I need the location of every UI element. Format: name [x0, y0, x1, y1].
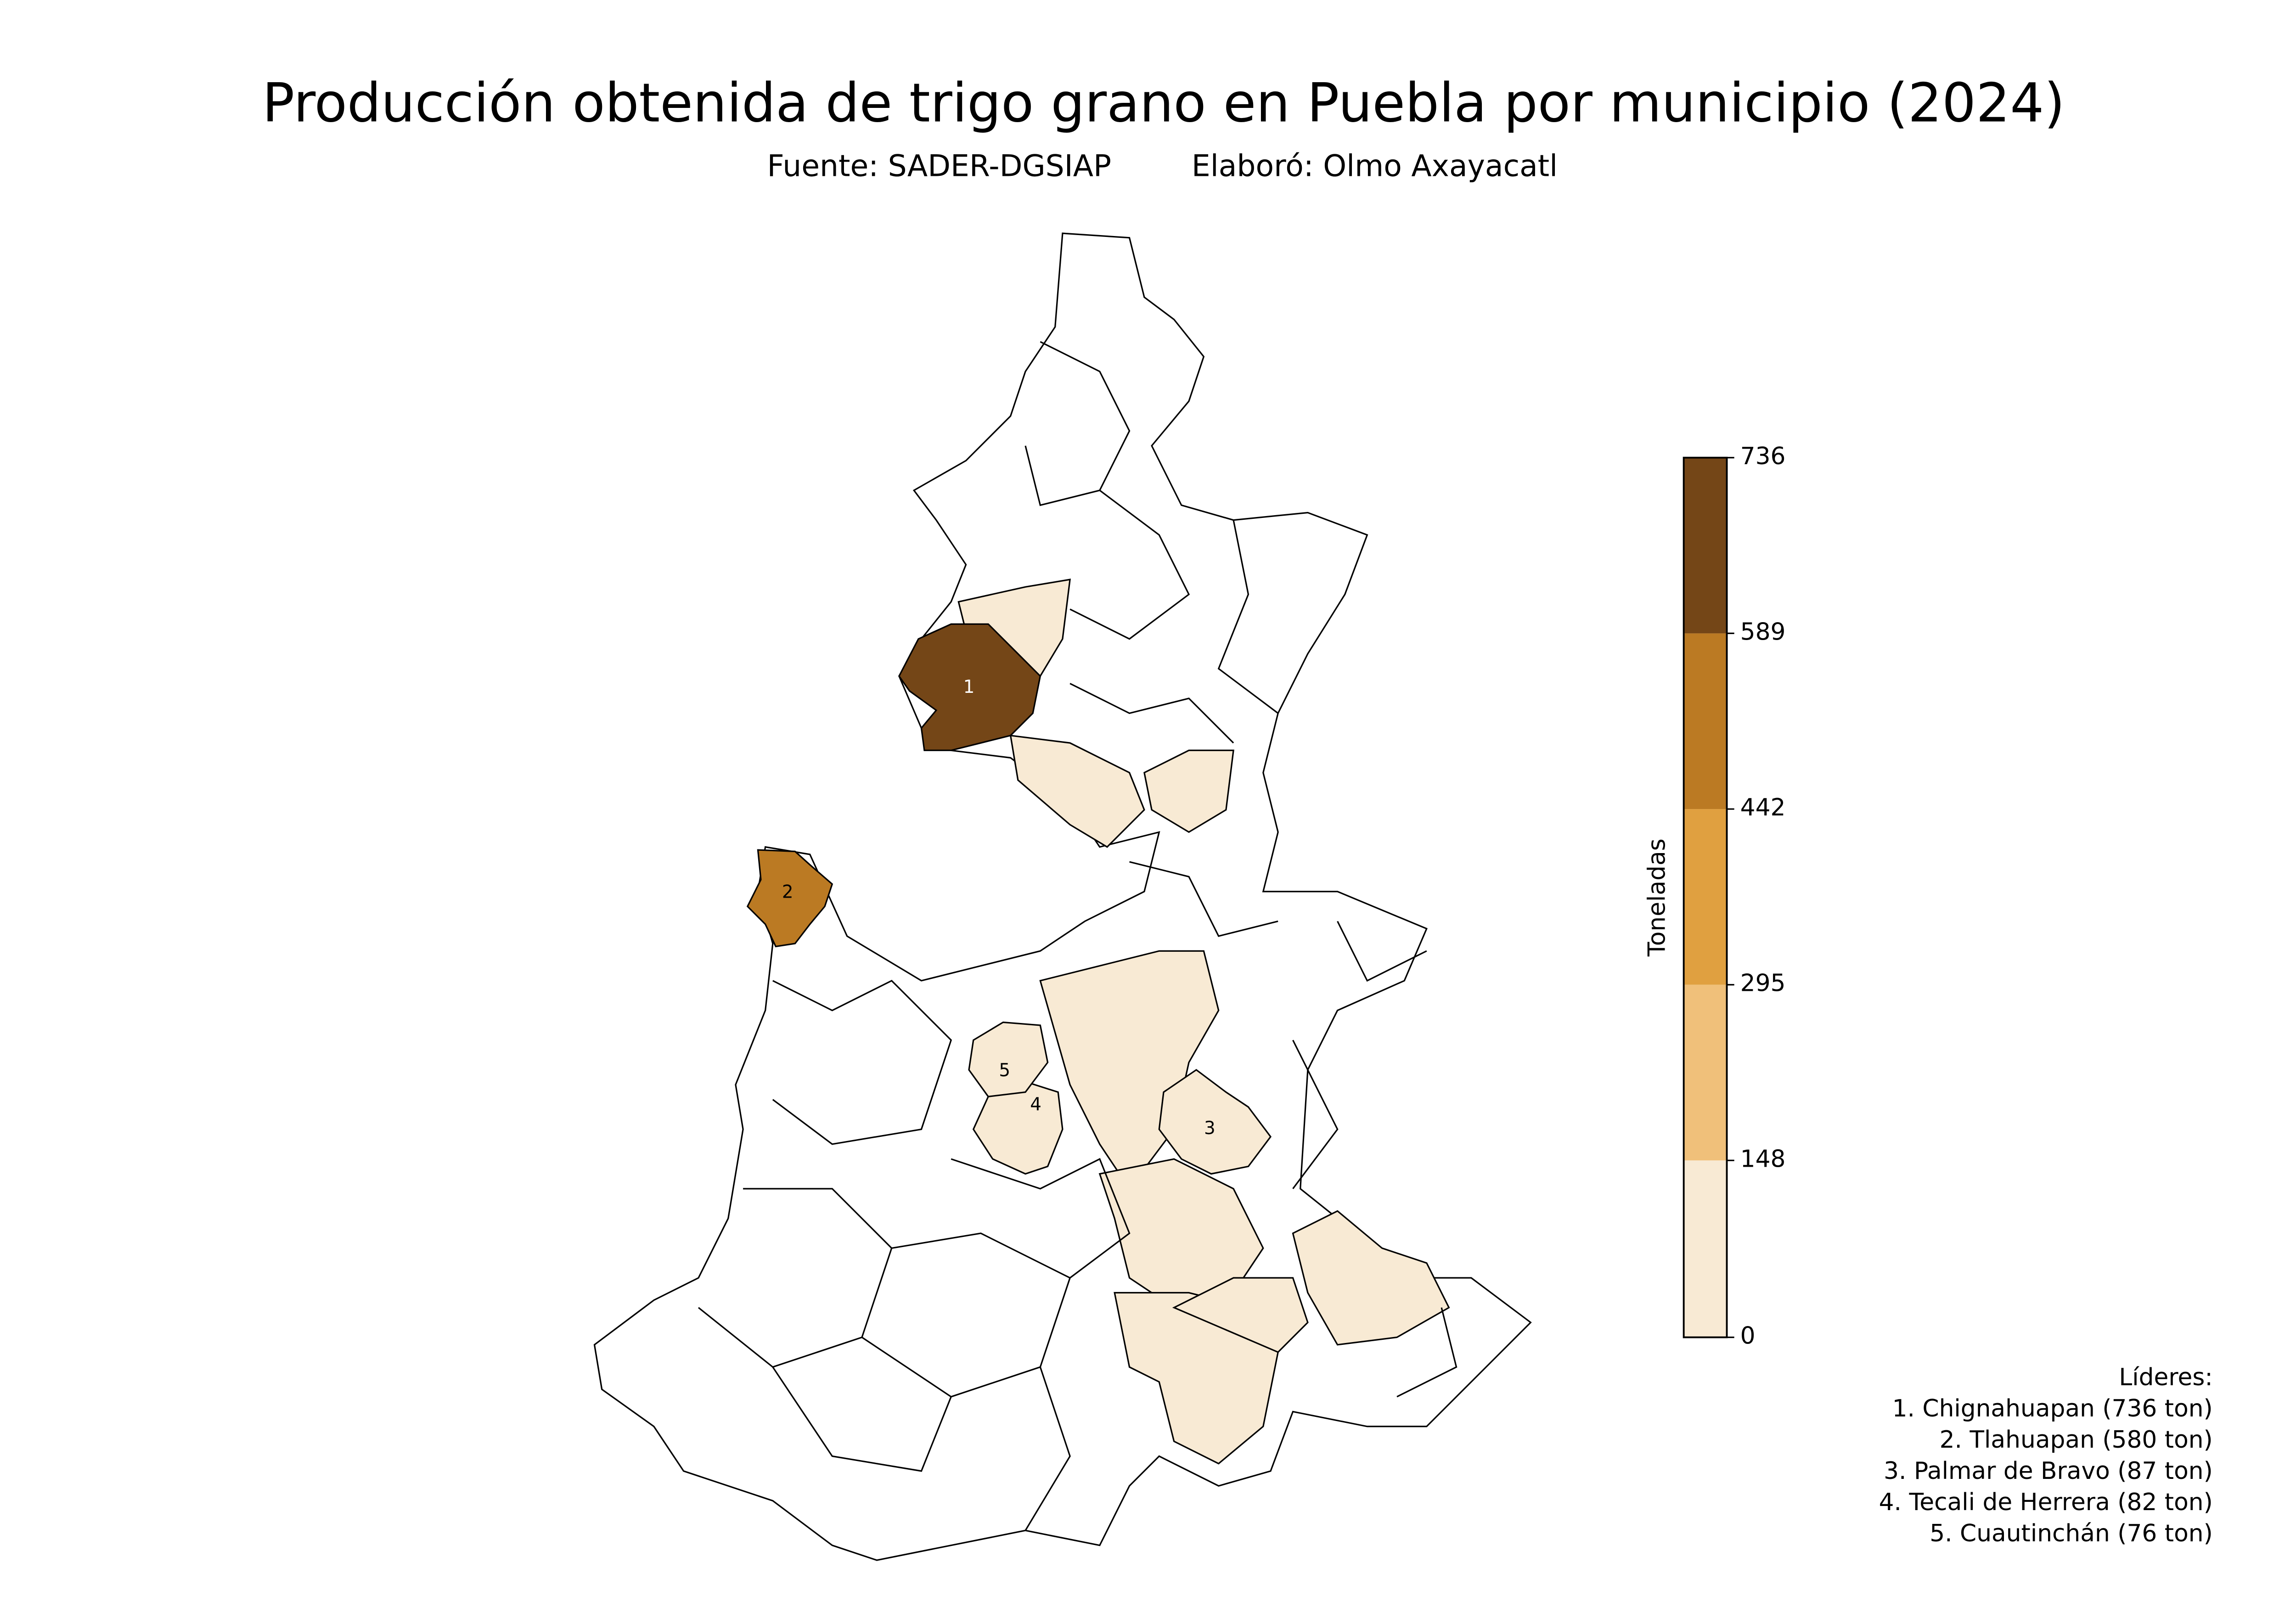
- leader-entry: 4. Tecali de Herrera (82 ton): [1879, 1489, 2213, 1516]
- colorbar-tick-label: 148: [1740, 1145, 1786, 1173]
- municipality-area: [972, 1081, 1064, 1175]
- author-note: Elaboró: Olmo Axayacatl: [1192, 149, 1558, 183]
- map-rank-label: 3: [1204, 1118, 1216, 1139]
- boundary: [698, 1188, 893, 1368]
- chart-title: Producción obtenida de trigo grano en Pu…: [262, 73, 2065, 135]
- leader-entry: 2. Tlahuapan (580 ton): [1940, 1426, 2213, 1454]
- colorbar-tick-label: 589: [1740, 618, 1786, 646]
- map-rank-label: 1: [963, 677, 975, 697]
- colorbar-frame: [1683, 456, 1728, 1338]
- low-production-area: [1292, 1210, 1450, 1346]
- municipality-area: [1158, 1069, 1272, 1175]
- colorbar-tick-label: 0: [1740, 1322, 1756, 1350]
- colorbar-tick-label: 442: [1740, 794, 1786, 821]
- boundary: [1337, 921, 1427, 982]
- low-production-area: [1009, 735, 1145, 848]
- leader-entry: 1. Chignahuapan (736 ton): [1892, 1395, 2213, 1422]
- boundary: [1024, 341, 1131, 506]
- colorbar-bin: [1683, 457, 1727, 634]
- municipality-area: [898, 623, 1041, 751]
- colorbar-tick-label: 736: [1740, 443, 1786, 470]
- low-production-area: [1172, 1277, 1309, 1353]
- colorbar-bin: [1683, 809, 1727, 985]
- colorbar-label: Toneladas: [1643, 838, 1671, 957]
- boundary: [1396, 1307, 1458, 1398]
- municipality-area: [968, 1021, 1049, 1098]
- boundary: [772, 979, 952, 1145]
- state-map: 1 2 3 45: [593, 232, 1532, 1561]
- boundary: [1292, 1039, 1339, 1189]
- low-production-area: [1143, 749, 1234, 833]
- boundary: [772, 1366, 952, 1472]
- boundary: [951, 1158, 1131, 1279]
- colorbar-bin: [1683, 1160, 1727, 1337]
- leaders-list: 1. Chignahuapan (736 ton) 2. Tlahuapan (5…: [1879, 1395, 2213, 1547]
- boundary: [1217, 520, 1279, 714]
- colorbar-bin: [1683, 984, 1727, 1161]
- boundary: [1069, 683, 1234, 744]
- municipality-area: [746, 849, 833, 948]
- boundary: [1024, 1366, 1071, 1531]
- boundary: [1129, 861, 1278, 937]
- boundary: [1069, 489, 1190, 640]
- colorbar-bin: [1683, 633, 1727, 809]
- map-rank-label: 4: [1030, 1094, 1041, 1115]
- leader-entry: 5. Cuautinchán (76 ton): [1930, 1520, 2213, 1547]
- source-note: Fuente: SADER-DGSIAP: [767, 149, 1112, 183]
- boundary: [861, 1232, 1071, 1398]
- map-rank-label: 5: [999, 1060, 1010, 1081]
- leader-entry: 3. Palmar de Bravo (87 ton): [1884, 1457, 2213, 1485]
- leaders-title: Líderes:: [2119, 1364, 2212, 1391]
- municipal-boundaries: [698, 341, 1458, 1531]
- colorbar-tick-label: 295: [1740, 970, 1786, 997]
- colorbar: 0 148 295 442 589 736: [1683, 443, 1786, 1350]
- state-outline: [593, 232, 1532, 1561]
- map-rank-label: 2: [782, 882, 793, 902]
